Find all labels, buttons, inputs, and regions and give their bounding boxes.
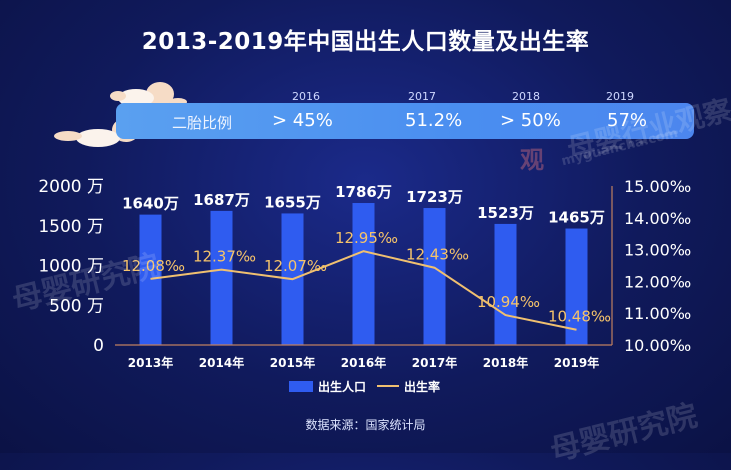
rate-label-1: 12.37‰ xyxy=(193,248,256,266)
rate-label-5: 10.94‰ xyxy=(477,293,540,311)
ratio-year-2017: 2017 xyxy=(408,90,436,103)
rate-label-3: 12.95‰ xyxy=(335,229,398,247)
chart-title: 2013-2019年中国出生人口数量及出生率 xyxy=(141,29,590,55)
chart-area: 1640万 1687万 1655万 1786万 1723万 1523万 1465万 12.0… xyxy=(38,177,691,394)
data-source: 数据来源：国家统计局 xyxy=(305,418,426,432)
rate-label-2: 12.07‰ xyxy=(264,257,327,275)
second-child-ratio-band xyxy=(116,103,694,139)
ratio-value-2018: > 50% xyxy=(500,110,561,131)
bar-3 xyxy=(352,203,375,345)
legend: 出生人口 出生率 xyxy=(289,379,440,394)
y-left-tick-0: 0 xyxy=(93,336,104,356)
y-left-tick-3: 1500 万 xyxy=(38,217,104,237)
bar-6 xyxy=(565,228,588,345)
y-right-tick-5: 15.00‰ xyxy=(624,177,691,196)
x-tick-2: 2015年 xyxy=(270,355,315,370)
rate-label-0: 12.08‰ xyxy=(122,257,185,275)
bar-label-0: 1640万 xyxy=(122,195,179,213)
y-right-tick-0: 10.00‰ xyxy=(624,336,691,355)
bar-1 xyxy=(210,210,233,345)
bar-label-2: 1655万 xyxy=(264,193,321,211)
second-child-ratio-label: 二胎比例 xyxy=(172,114,233,132)
bar-5 xyxy=(494,223,517,345)
bar-label-6: 1465万 xyxy=(548,209,605,227)
legend-swatch-birth-population xyxy=(289,381,313,392)
ratio-year-2019: 2019 xyxy=(606,90,634,103)
y-right-tick-3: 13.00‰ xyxy=(624,241,691,260)
x-tick-1: 2014年 xyxy=(199,355,244,370)
rate-label-6: 10.48‰ xyxy=(548,308,611,326)
x-tick-0: 2013年 xyxy=(128,355,173,370)
ratio-value-2019: 57% xyxy=(607,110,648,131)
ratio-year-2016: 2016 xyxy=(292,90,320,103)
birth-rate-line xyxy=(150,250,577,331)
x-tick-5: 2018年 xyxy=(483,355,528,370)
bar-label-1: 1687万 xyxy=(193,191,250,209)
baby-illustration-top xyxy=(110,82,187,107)
bar-label-5: 1523万 xyxy=(477,204,534,222)
ratio-value-2017: 51.2% xyxy=(405,110,463,131)
bar-label-3: 1786万 xyxy=(335,183,392,201)
x-tick-6: 2019年 xyxy=(554,355,599,370)
bar-4 xyxy=(423,208,446,345)
y-right-tick-1: 11.00‰ xyxy=(624,304,691,323)
y-right-tick-4: 14.00‰ xyxy=(624,209,691,228)
y-left-tick-4: 2000 万 xyxy=(38,177,104,197)
watermark-seal: 观 xyxy=(520,146,544,174)
legend-label-birth-population: 出生人口 xyxy=(318,379,366,394)
x-tick-4: 2017年 xyxy=(412,355,457,370)
x-tick-3: 2016年 xyxy=(341,355,386,370)
y-left-tick-2: 1000 万 xyxy=(38,257,104,277)
ratio-year-2018: 2018 xyxy=(512,90,540,103)
rate-label-4: 12.43‰ xyxy=(406,246,469,264)
bar-0 xyxy=(139,214,162,345)
y-left-tick-1: 500 万 xyxy=(49,296,104,316)
y-right-tick-2: 12.00‰ xyxy=(624,272,691,291)
ratio-value-2016: > 45% xyxy=(272,110,333,131)
bar-label-4: 1723万 xyxy=(406,188,463,206)
legend-label-birth-rate: 出生率 xyxy=(404,379,440,394)
